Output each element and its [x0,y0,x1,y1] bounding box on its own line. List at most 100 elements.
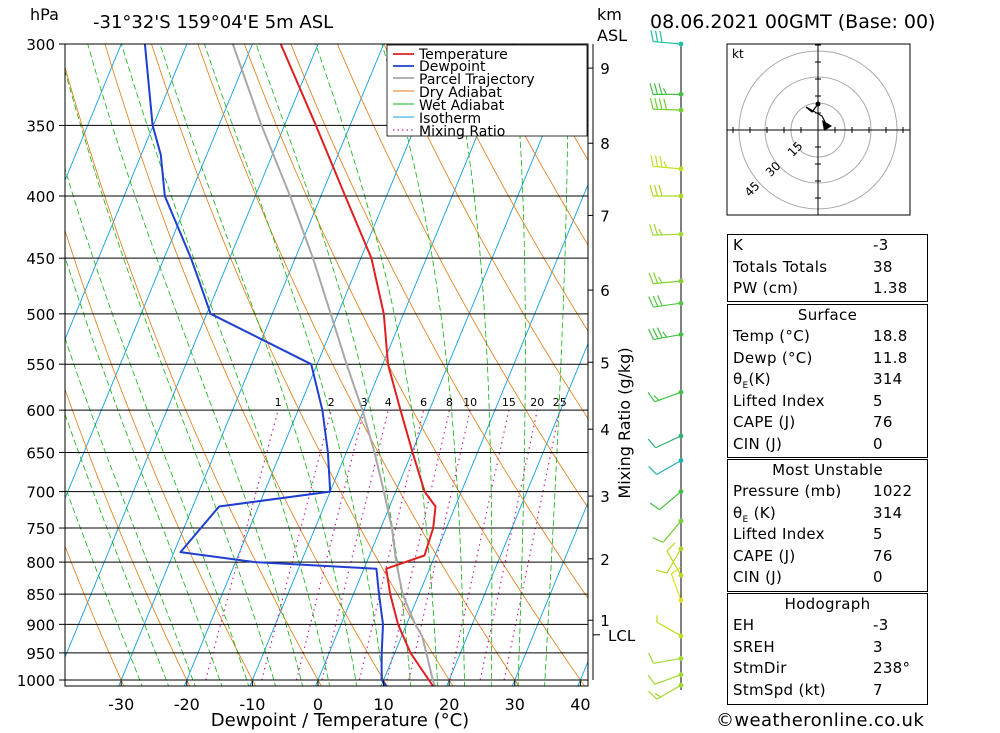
wind-barb-flag [652,295,659,307]
website-link[interactable]: weatheronline.co.uk [734,710,925,731]
wind-barb-flag [654,155,659,167]
hodo-row-sreh: SREH 3 [728,637,927,659]
index-row-pw: PW (cm) 1.38 [728,278,927,300]
wind-barb-flag [649,224,654,236]
temperature-tick-label: -20 [174,695,200,714]
mixing-ratio-label: 1 [275,396,282,409]
pressure-tick-label: 850 [26,586,55,604]
wind-barb-flag [647,392,656,403]
mixing-ratio-line [449,410,510,681]
pressure-tick-label: 350 [26,117,55,135]
km-tick-label: 8 [600,135,610,153]
mu-li-row: Lifted Index 5 [728,524,927,546]
isotherm-line [65,44,319,659]
hodo-label: SREH [733,637,775,656]
wind-barb-staff [652,108,682,111]
wind-level-dot [678,682,684,688]
km-tick-label: 9 [600,60,610,78]
wind-level-dot [678,672,684,678]
wind-level-dot [678,546,684,552]
wind-barb-staff [653,302,682,308]
wind-level-dot [678,597,684,603]
wind-barb-staff [653,657,682,664]
pressure-tick-label: 300 [26,36,55,54]
dry-adiabat-line [336,44,588,509]
mu-li-label: Lifted Index [733,525,825,543]
wind-barb-flag [662,331,668,338]
surface-dewp-row: Dewp (°C) 11.8 [728,348,927,370]
wind-barb-staff [656,621,682,637]
hodo-value: -3 [873,616,889,634]
wet-adiabat-line [381,44,465,686]
wind-barb-flag [658,98,663,110]
wind-barb-flag [656,327,663,339]
mixing-ratio-line [295,410,365,681]
wet-adiabat-line [159,44,358,686]
wind-level-dot [678,518,684,524]
isotherm-line [249,44,516,686]
surface-temp-row: Temp (°C) 18.8 [728,326,927,348]
mixing-ratio-line [205,410,279,681]
hodograph-storm-motion-icon [822,120,832,131]
index-row-k: K -3 [728,235,927,257]
location-title: -31°32'S 159°04'E 5m ASL [93,12,333,33]
wind-barb-staff [655,435,682,449]
wind-level-dot [678,633,684,639]
hodo-row-stmspd: StmSpd (kt) 7 [728,680,927,702]
wet-adiabat-line [65,336,196,686]
wind-barb-flag [657,295,663,307]
wind-barb-flag [659,31,663,43]
wind-barb-staff [656,459,682,476]
surface-theta-row: θE(K) 314 [728,369,927,391]
wet-adiabat-line [315,44,439,686]
dry-adiabat-line [476,44,588,246]
mu-pressure-label: Pressure (mb) [733,482,842,500]
wind-barb-flag [648,466,658,475]
dry-adiabat-line [65,388,191,686]
isotherm-line [65,44,122,182]
website-footer[interactable]: ©weatheronline.co.uk [716,710,924,731]
wind-level-dot [678,278,684,284]
hodo-label: StmSpd (kt) [733,680,826,699]
mixing-ratio-label: 20 [530,396,544,409]
wet-adiabat-line [65,412,169,686]
wind-barb-flag [649,502,660,511]
surface-panel: Surface Temp (°C) 18.8 Dewp (°C) 11.8 θE(K… [727,304,928,458]
legend-label-isotherm: Isotherm [419,111,481,127]
lcl-label: LCL [608,627,636,645]
dry-adiabat-line [974,26,1000,706]
index-label: Totals Totals [733,257,828,276]
mu-cin-value: 0 [873,568,883,586]
surface-cape-row: CAPE (J) 76 [728,412,927,434]
dewpoint-line [143,44,388,686]
index-label: PW (cm) [733,279,799,297]
wind-level-dot [678,231,684,237]
surface-cin-row: CIN (J) 0 [728,434,927,456]
surface-li-row: Lifted Index 5 [728,391,927,413]
isotherm-line [118,44,385,686]
parcel-trajectory-line [231,44,436,686]
dry-adiabat-line [104,44,388,686]
wind-barb-flag [654,98,659,110]
wind-level-dot [678,41,684,47]
wind-barb-flag [647,438,657,449]
surface-theta-label: (K) [748,370,771,388]
pressure-tick-label: 400 [26,188,55,206]
wet-adiabat-line [65,167,250,686]
wet-adiabat-line [65,255,223,686]
legend-label-parcel: Parcel Trajectory [419,72,535,88]
wet-adiabat-line [255,44,412,686]
index-label: K [733,236,744,254]
wind-barb-staff [666,548,682,574]
isotherm-line [446,342,588,686]
pressure-level-lines [65,43,588,681]
legend-label-dry-adiabat: Dry Adiabat [419,85,502,101]
mixing-ratio-label: 8 [446,396,453,409]
wind-level-dot [678,433,684,439]
mixing-ratio-line [408,410,471,681]
wet-adiabat-line [449,44,493,686]
wind-barb-staff [653,333,682,341]
pressure-tick-label: 550 [26,356,55,374]
mu-li-value: 5 [873,525,883,543]
